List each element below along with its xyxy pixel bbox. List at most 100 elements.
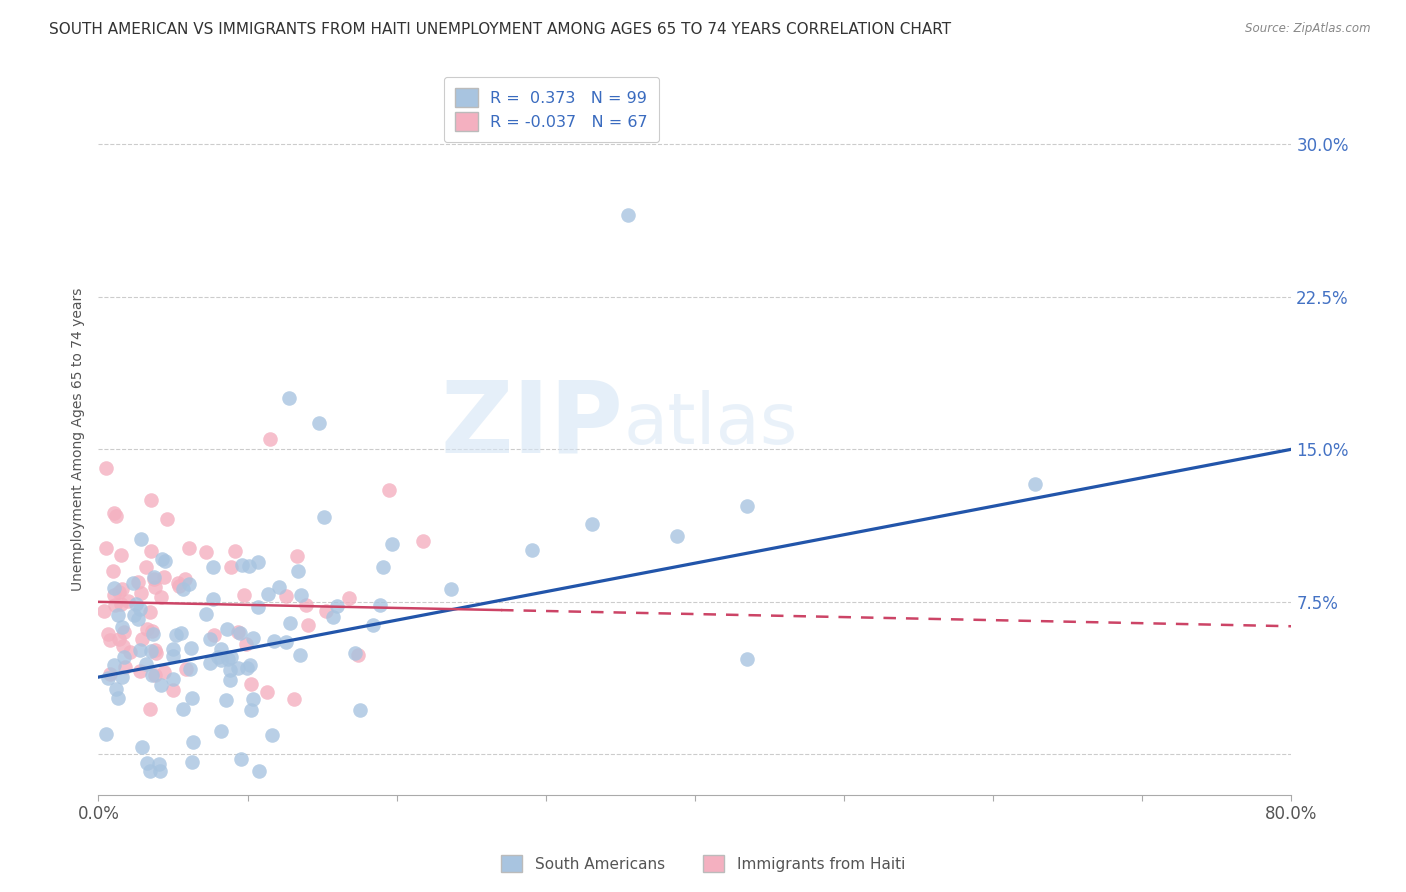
Point [107,584,129,599]
Point [198,657,221,671]
Point [209,641,232,656]
Point [110,597,132,611]
Point [172,702,194,716]
Point [107,691,129,706]
Point [142,572,165,586]
Point [135,623,157,637]
Point [322,609,344,624]
Point [162,672,184,686]
Point [150,591,173,605]
Point [141,624,163,638]
Point [215,623,238,637]
Point [257,587,280,601]
Point [156,511,179,525]
Point [229,626,252,640]
Point [145,646,167,660]
Point [162,649,184,664]
Point [218,663,240,677]
Point [177,541,200,555]
Point [129,642,152,657]
Point [170,626,193,640]
Point [105,681,128,696]
Text: ZIP: ZIP [440,376,623,474]
Point [290,648,312,662]
Point [150,552,173,566]
Point [139,605,162,619]
Point [312,510,335,524]
Point [112,650,135,665]
Point [117,594,139,608]
Point [162,642,184,657]
Point [153,554,176,568]
Point [224,544,246,558]
Point [373,559,395,574]
Point [209,653,232,667]
Point [274,589,297,603]
Point [247,764,270,778]
Point [617,208,640,222]
Point [127,613,149,627]
Point [129,533,152,547]
Point [139,644,162,658]
Point [202,628,225,642]
Point [238,559,260,574]
Point [122,608,145,623]
Point [207,650,229,665]
Point [381,536,404,550]
Point [242,692,264,706]
Point [110,549,132,563]
Point [349,702,371,716]
Point [337,591,360,606]
Point [172,582,194,596]
Point [259,432,281,446]
Point [129,665,152,679]
Point [295,598,318,612]
Point [181,735,204,749]
Point [247,599,270,614]
Point [125,597,148,611]
Point [315,604,337,618]
Point [235,637,257,651]
Point [139,543,162,558]
Point [118,645,141,659]
Point [290,588,312,602]
Point [150,678,173,692]
Point [111,582,134,597]
Point [232,589,254,603]
Point [219,673,242,687]
Point [231,558,253,572]
Point [103,598,125,612]
Point [215,693,238,707]
Point [735,500,758,514]
Point [114,660,136,674]
Point [201,560,224,574]
Point [256,685,278,699]
Point [129,601,152,615]
Point [136,756,159,770]
Point [96,461,118,475]
Legend: R =  0.373   N = 99, R = -0.037   N = 67: R = 0.373 N = 99, R = -0.037 N = 67 [444,77,659,142]
Point [179,662,201,676]
Point [361,618,384,632]
Point [666,529,689,543]
Text: atlas: atlas [623,391,797,459]
Point [103,657,125,672]
Point [287,564,309,578]
Point [343,646,366,660]
Point [141,667,163,681]
Point [98,633,121,648]
Point [131,739,153,754]
Point [581,517,603,532]
Point [209,723,232,738]
Point [142,627,165,641]
Point [148,757,170,772]
Point [236,661,259,675]
Point [143,643,166,657]
Point [242,631,264,645]
Point [127,575,149,590]
Point [520,542,543,557]
Point [247,556,270,570]
Point [181,691,204,706]
Point [97,627,120,641]
Point [378,483,401,497]
